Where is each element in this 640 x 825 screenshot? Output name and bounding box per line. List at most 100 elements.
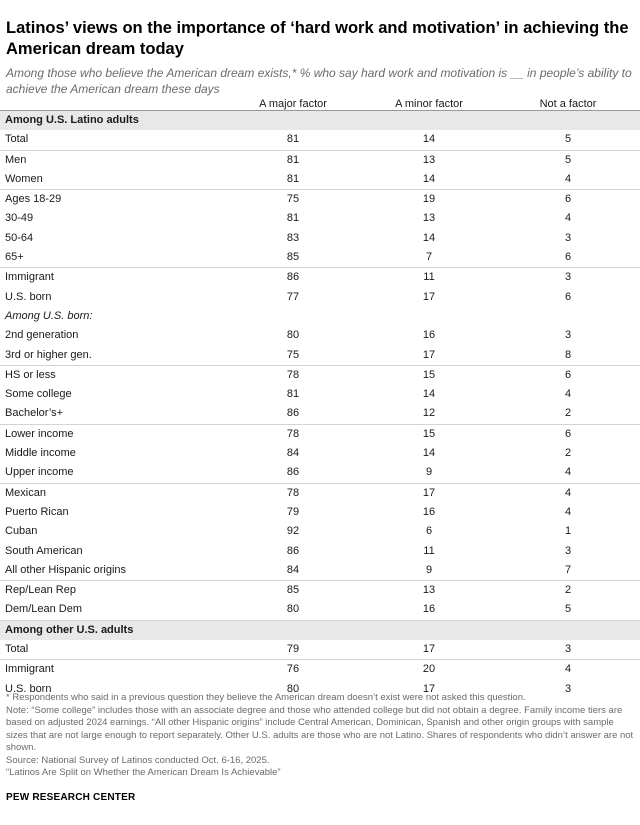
value-not-a-factor: 7 (564, 563, 572, 576)
row-label: Total (5, 133, 29, 146)
table-row: All other Hispanic origins 84 9 7 (0, 561, 640, 580)
table-row: Puerto Rican 79 16 4 (0, 503, 640, 522)
value-minor-factor: 14 (422, 447, 436, 460)
value-minor-factor: 14 (422, 388, 436, 401)
table-row: Women 81 14 4 (0, 170, 640, 189)
value-not-a-factor: 4 (564, 172, 572, 185)
value-minor-factor: 15 (422, 368, 436, 381)
value-major-factor: 81 (286, 133, 300, 146)
value-not-a-factor: 4 (564, 505, 572, 518)
pew-logo-text: PEW RESEARCH CENTER (6, 792, 136, 803)
row-label: Ages 18-29 (5, 193, 62, 206)
table-row: 65+ 85 7 6 (0, 248, 640, 267)
value-major-factor: 77 (286, 290, 300, 303)
value-major-factor: 86 (286, 407, 300, 420)
value-not-a-factor: 3 (564, 544, 572, 557)
value-not-a-factor: 6 (564, 427, 572, 440)
value-not-a-factor: 5 (564, 153, 572, 166)
value-minor-factor: 12 (422, 407, 436, 420)
value-minor-factor: 16 (422, 505, 436, 518)
column-header-minor: A minor factor (395, 98, 463, 110)
value-major-factor: 81 (286, 172, 300, 185)
value-major-factor: 75 (286, 348, 300, 361)
value-not-a-factor: 4 (564, 486, 572, 499)
row-label: U.S. born (5, 290, 52, 303)
value-minor-factor: 13 (422, 212, 436, 225)
value-major-factor: 78 (286, 486, 300, 499)
value-major-factor: 84 (286, 563, 300, 576)
value-major-factor: 92 (286, 525, 300, 538)
value-not-a-factor: 5 (564, 133, 572, 146)
table-row: Immigrant 86 11 3 (0, 267, 640, 287)
value-not-a-factor: 3 (564, 329, 572, 342)
value-not-a-factor: 1 (564, 525, 572, 538)
value-minor-factor: 16 (422, 603, 436, 616)
value-not-a-factor: 4 (564, 663, 572, 676)
value-major-factor: 76 (286, 663, 300, 676)
row-label: 2nd generation (5, 329, 79, 342)
row-label: All other Hispanic origins (5, 563, 127, 576)
value-major-factor: 85 (286, 584, 300, 597)
value-minor-factor: 17 (422, 486, 436, 499)
row-label: Among other U.S. adults (5, 623, 134, 636)
value-major-factor: 81 (286, 153, 300, 166)
table-row: Bachelor’s+ 86 12 2 (0, 404, 640, 423)
table-row: HS or less 78 15 6 (0, 364, 640, 385)
value-minor-factor: 17 (422, 348, 436, 361)
row-label: Middle income (5, 447, 76, 460)
value-major-factor: 86 (286, 271, 300, 284)
value-minor-factor: 9 (425, 563, 433, 576)
row-label: 30-49 (5, 212, 34, 225)
value-not-a-factor: 3 (564, 643, 572, 656)
value-minor-factor: 20 (422, 663, 436, 676)
row-label: 65+ (5, 251, 24, 264)
value-major-factor: 86 (286, 544, 300, 557)
value-not-a-factor: 6 (564, 193, 572, 206)
value-not-a-factor: 4 (564, 212, 572, 225)
value-minor-factor: 9 (425, 466, 433, 479)
table-row: Total 79 17 3 (0, 640, 640, 659)
table-row: South American 86 11 3 (0, 542, 640, 561)
value-major-factor: 86 (286, 466, 300, 479)
value-minor-factor: 6 (425, 525, 433, 538)
table-row: 50-64 83 14 3 (0, 229, 640, 248)
table-row: Lower income 78 15 6 (0, 423, 640, 444)
table-row: 2nd generation 80 16 3 (0, 326, 640, 345)
value-major-factor: 75 (286, 193, 300, 206)
row-label: Bachelor’s+ (5, 407, 63, 420)
row-label: Cuban (5, 525, 38, 538)
value-not-a-factor: 6 (564, 251, 572, 264)
table-row: Mexican 78 17 4 (0, 482, 640, 503)
footnote-source: Source: National Survey of Latinos condu… (6, 754, 270, 766)
row-label: Lower income (5, 427, 74, 440)
value-major-factor: 79 (286, 505, 300, 518)
value-major-factor: 81 (286, 388, 300, 401)
table-row: Upper income 86 9 4 (0, 463, 640, 482)
row-label: Upper income (5, 466, 74, 479)
value-minor-factor: 14 (422, 133, 436, 146)
column-header-major: A major factor (259, 98, 327, 110)
value-minor-factor: 14 (422, 172, 436, 185)
value-not-a-factor: 4 (564, 466, 572, 479)
chart-subtitle: Among those who believe the American dre… (6, 66, 632, 96)
value-minor-factor: 14 (422, 231, 436, 244)
value-major-factor: 85 (286, 251, 300, 264)
value-not-a-factor: 3 (564, 271, 572, 284)
row-label: U.S. born (5, 682, 52, 695)
value-major-factor: 83 (286, 231, 300, 244)
value-not-a-factor: 3 (564, 231, 572, 244)
footnote-note: Note: “Some college” includes those with… (6, 704, 634, 754)
value-minor-factor: 16 (422, 329, 436, 342)
value-not-a-factor: 3 (564, 682, 572, 695)
footnote-report-title: “Latinos Are Split on Whether the Americ… (6, 767, 281, 778)
row-label: HS or less (5, 368, 56, 381)
value-minor-factor: 13 (422, 584, 436, 597)
table-row: Total 81 14 5 (0, 130, 640, 149)
table-row: Some college 81 14 4 (0, 385, 640, 404)
row-label: Some college (5, 388, 72, 401)
table-row: Ages 18-29 75 19 6 (0, 189, 640, 209)
column-header-not: Not a factor (539, 98, 597, 110)
value-major-factor: 80 (286, 329, 300, 342)
table-row: Middle income 84 14 2 (0, 444, 640, 463)
value-major-factor: 79 (286, 643, 300, 656)
